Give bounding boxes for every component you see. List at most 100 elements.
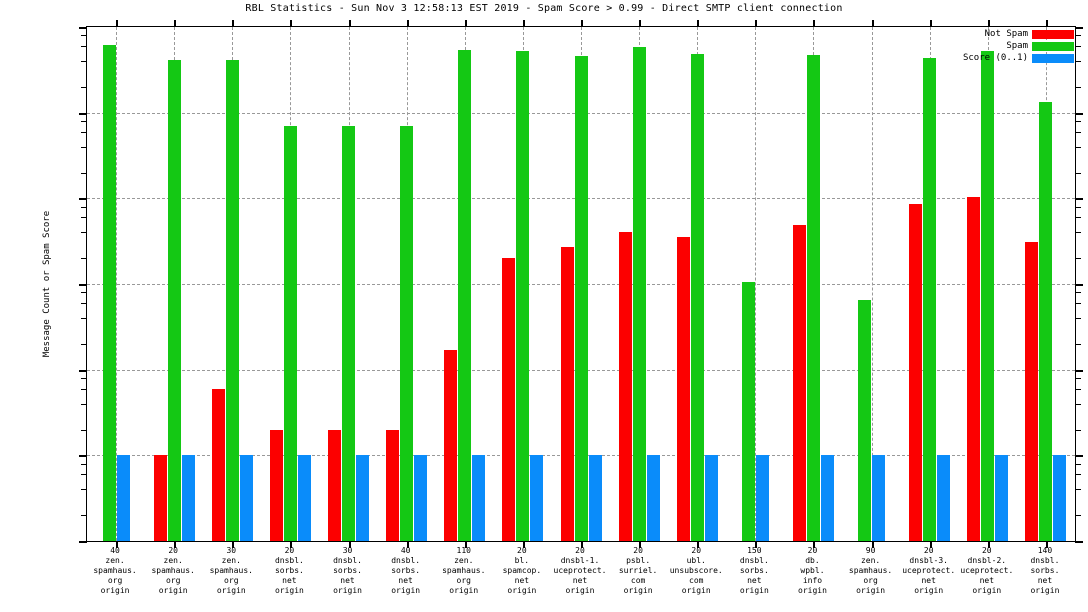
bar-score-0-1 xyxy=(181,455,195,541)
y-minor-tick xyxy=(1075,206,1081,208)
bar-score-0-1 xyxy=(297,455,311,541)
y-minor-tick xyxy=(1075,343,1081,345)
x-group-label-line: org xyxy=(224,576,239,585)
bar-score-0-1 xyxy=(116,455,130,541)
bar-spam xyxy=(102,44,116,541)
bar-not-spam xyxy=(153,455,167,541)
x-group-label-line: dnsbl. xyxy=(1030,556,1060,565)
x-group-label: 40 dnsbl. sorbs. net origin xyxy=(391,546,420,596)
bar-not-spam xyxy=(560,247,574,541)
x-tick-mark xyxy=(581,20,583,27)
x-group-label-line: origin xyxy=(216,586,246,595)
x-group-label-line: sorbs. xyxy=(391,566,421,575)
x-group-label-line: origin xyxy=(972,586,1002,595)
y-tick-mark xyxy=(79,369,87,372)
x-group-label-line: origin xyxy=(623,586,653,595)
x-group-label-line: net xyxy=(340,576,355,585)
x-tick-mark xyxy=(464,541,467,548)
y-minor-tick xyxy=(81,120,87,122)
bar-spam xyxy=(632,47,646,541)
x-tick-mark xyxy=(290,541,293,548)
x-group-label-line: net xyxy=(514,576,530,585)
x-group-label-line: dnsbl. xyxy=(333,556,362,565)
x-group-label-line: sorbs. xyxy=(274,566,304,575)
bar-not-spam xyxy=(792,224,806,541)
y-minor-tick xyxy=(1075,388,1081,390)
y-minor-tick xyxy=(1075,429,1081,431)
x-group-label-line: net xyxy=(1037,576,1053,585)
legend-label: Not Spam xyxy=(984,29,1028,39)
x-group-label: 30 dnsbl. sorbs. net origin xyxy=(333,546,362,596)
y-minor-tick xyxy=(81,515,87,517)
bar-spam xyxy=(806,55,820,541)
y-minor-tick xyxy=(81,206,87,208)
y-minor-tick xyxy=(81,474,87,476)
x-group-label-line: net xyxy=(979,576,995,585)
x-tick-mark xyxy=(232,20,235,27)
x-tick-mark xyxy=(871,20,874,27)
x-group-label-line: wpbl. xyxy=(800,566,825,575)
x-group-label-line: 20 xyxy=(633,546,643,555)
x-group-label-line: com xyxy=(689,576,704,585)
bar-not-spam xyxy=(386,429,400,541)
bar-score-0-1 xyxy=(1053,455,1067,541)
y-tick-mark xyxy=(1075,112,1083,115)
x-group-label-line: dnsbl-1. xyxy=(560,556,600,565)
y-minor-tick xyxy=(1075,35,1081,37)
x-tick-mark xyxy=(348,541,351,548)
x-group-label-line: origin xyxy=(391,586,421,595)
x-group-label-line: origin xyxy=(449,586,479,595)
bar-score-0-1 xyxy=(704,455,718,541)
x-axis-labels: 40 zen. spamhaus. org origin 20 zen. spamhaus. o… xyxy=(86,546,1076,612)
bar-not-spam xyxy=(328,429,342,541)
x-tick-mark xyxy=(639,541,642,548)
y-minor-tick xyxy=(81,217,87,219)
x-group-label-line: origin xyxy=(507,586,537,595)
x-group-label-line: 40 xyxy=(400,546,411,555)
x-group-label: 20 dnsbl-3. uceprotect. net origin xyxy=(902,546,955,596)
y-tick-mark xyxy=(1075,284,1083,286)
x-group-label-line: origin xyxy=(1030,586,1060,595)
y-minor-tick xyxy=(81,292,87,294)
x-group-label: 20 psbl. surriel. com origin xyxy=(619,546,658,596)
x-group-label-line: net xyxy=(398,576,413,585)
y-tick-mark xyxy=(1075,541,1083,543)
legend-label: Score (0..1) xyxy=(962,53,1028,63)
y-minor-tick xyxy=(1075,515,1081,517)
x-tick-mark xyxy=(639,20,642,27)
y-tick-mark xyxy=(79,27,87,29)
x-group-label-line: ubl. xyxy=(686,556,706,565)
y-axis-label: Message Count or Spam Score xyxy=(42,210,52,358)
x-tick-mark xyxy=(697,20,700,27)
x-tick-mark xyxy=(1045,20,1048,27)
x-tick-mark xyxy=(813,20,816,27)
y-minor-tick xyxy=(81,146,87,148)
legend-item[interactable]: Score (0..1) xyxy=(963,53,1074,63)
x-group-label-line: spamhaus. xyxy=(442,566,486,575)
bar-spam xyxy=(225,60,239,541)
x-tick-mark xyxy=(755,541,758,548)
bar-spam xyxy=(400,125,414,541)
y-minor-tick xyxy=(1075,61,1081,63)
legend-item[interactable]: Not Spam xyxy=(985,29,1074,39)
x-group-label-line: spamhaus. xyxy=(151,566,195,575)
y-minor-tick xyxy=(81,303,87,304)
x-group-label-line: 20 xyxy=(923,546,934,555)
x-group-label-line: uceprotect. xyxy=(553,566,607,575)
legend-swatch xyxy=(1032,53,1074,63)
y-minor-tick xyxy=(1075,292,1081,294)
x-group-label-line: 20 xyxy=(807,546,818,555)
x-group-label-line: zen. xyxy=(221,556,241,565)
bar-score-0-1 xyxy=(937,455,951,541)
y-minor-tick xyxy=(1075,232,1081,234)
x-tick-mark xyxy=(522,541,525,548)
y-tick-mark xyxy=(79,112,87,115)
x-tick-mark xyxy=(581,541,583,548)
legend-item[interactable]: Spam xyxy=(1006,41,1074,51)
x-tick-mark xyxy=(929,541,932,548)
bar-not-spam xyxy=(211,388,225,541)
bar-score-0-1 xyxy=(472,455,486,541)
x-group-label-line: origin xyxy=(739,586,769,595)
x-tick-mark xyxy=(987,541,990,548)
legend-swatch xyxy=(1032,41,1074,51)
